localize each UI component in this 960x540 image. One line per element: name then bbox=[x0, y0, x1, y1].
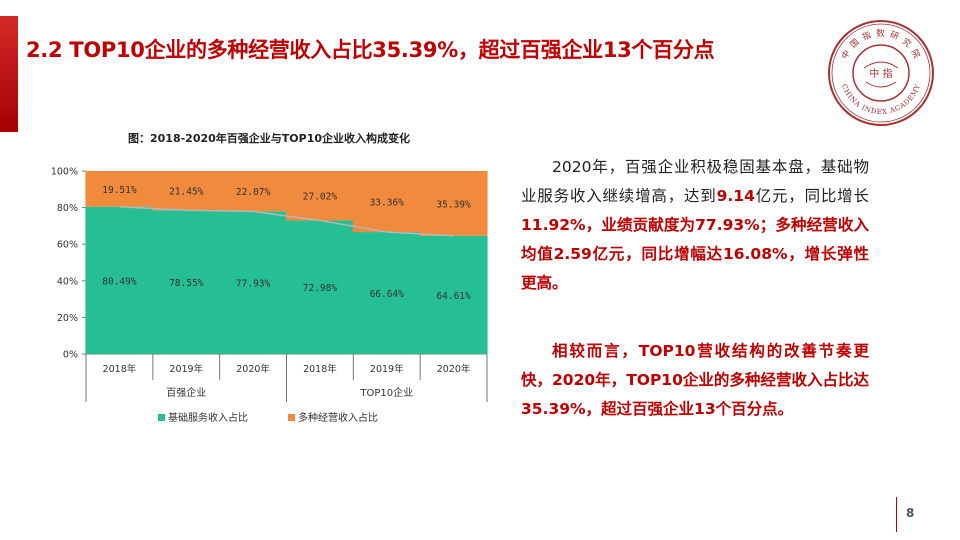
p1-text-a: 2020年，百强企业积极稳固基本盘，基础物业服务收入继续增高，达到 bbox=[521, 158, 869, 205]
data-label-base: 78.55% bbox=[169, 278, 204, 289]
bar-base-service bbox=[85, 206, 154, 354]
y-tick-label: 20% bbox=[57, 313, 78, 324]
logo-center-text: 中 指 bbox=[869, 67, 892, 80]
data-label-base: 80.49% bbox=[102, 276, 137, 287]
data-label-base: 77.93% bbox=[236, 279, 271, 290]
y-tick-label: 100% bbox=[51, 167, 78, 178]
data-label-base: 72.98% bbox=[303, 283, 338, 294]
legend-label: 多种经营收入占比 bbox=[298, 411, 378, 424]
bar-base-service bbox=[152, 210, 221, 354]
bar-base-service bbox=[419, 235, 488, 354]
paragraph-top10: 相较而言，TOP10营收结构的改善节奏更快，2020年，TOP10企业的多种经营… bbox=[521, 342, 869, 418]
bar-diversified bbox=[285, 171, 354, 221]
bar-base-service bbox=[352, 232, 421, 354]
x-tick-label: 2019年 bbox=[169, 363, 203, 375]
bar-diversified bbox=[85, 171, 154, 207]
x-tick-label: 2018年 bbox=[303, 363, 337, 375]
trend-line bbox=[119, 205, 454, 237]
data-label-diversified: 27.02% bbox=[303, 192, 338, 203]
p1-highlight-growth: 11.92%，业绩贡献度为77.93%；多种经营收入均值2.59亿元，同比增幅达… bbox=[521, 216, 869, 292]
page-number: 8 bbox=[906, 506, 915, 520]
logo-english-text: CHINA INDEX ACADEMY bbox=[840, 83, 922, 116]
bar-base-service bbox=[219, 211, 288, 354]
svg-text:CHINA INDEX ACADEMY: CHINA INDEX ACADEMY bbox=[840, 83, 922, 116]
y-tick-label: 40% bbox=[57, 276, 78, 287]
bar-diversified bbox=[152, 171, 221, 211]
y-tick-label: 0% bbox=[63, 350, 78, 361]
data-label-base: 66.64% bbox=[370, 289, 405, 300]
x-tick-label: 2019年 bbox=[370, 363, 404, 375]
title-accent-bar bbox=[0, 16, 18, 132]
legend-label: 基础服务收入占比 bbox=[168, 411, 248, 424]
data-label-diversified: 22.07% bbox=[236, 187, 271, 198]
legend-swatch bbox=[288, 414, 295, 421]
page-number-divider bbox=[896, 497, 897, 532]
y-tick-label: 80% bbox=[57, 203, 78, 214]
y-tick-label: 60% bbox=[57, 240, 78, 251]
group-label: TOP10企业 bbox=[359, 386, 413, 399]
data-label-diversified: 19.51% bbox=[102, 185, 137, 196]
stacked-bar-chart: 0% 20% 40% 60% 80% 100% 80.49% 19.51% 2018年 78.55… bbox=[51, 167, 488, 424]
chart-title: 图：2018-2020年百强企业与TOP10企业收入构成变化 bbox=[128, 132, 411, 145]
x-tick-label: 2020年 bbox=[236, 363, 270, 375]
bar-diversified bbox=[219, 171, 288, 212]
x-tick-label: 2018年 bbox=[103, 363, 137, 375]
bar-diversified bbox=[352, 171, 421, 233]
data-label-diversified: 21.45% bbox=[169, 187, 204, 198]
data-label-diversified: 33.36% bbox=[370, 198, 405, 209]
x-tick-label: 2020年 bbox=[437, 363, 471, 375]
page-title: 2.2 TOP10企业的多种经营收入占比35.39%，超过百强企业13个百分点 bbox=[26, 38, 715, 62]
paragraph-summary: 2020年，百强企业积极稳固基本盘，基础物业服务收入继续增高，达到9.14亿元，… bbox=[521, 153, 869, 298]
bar-base-service bbox=[285, 220, 354, 354]
p1-text-c: 亿元，同比增长 bbox=[754, 187, 869, 205]
legend-swatch bbox=[158, 414, 165, 421]
bar-diversified bbox=[419, 171, 488, 236]
china-index-academy-logo: 中 国 指 数 研 究 院 CHINA INDEX ACADEMY 中 指 bbox=[828, 20, 934, 126]
p1-highlight-revenue: 9.14 bbox=[716, 187, 755, 205]
data-label-diversified: 35.39% bbox=[436, 199, 471, 210]
data-label-base: 64.61% bbox=[436, 291, 471, 302]
group-label: 百强企业 bbox=[166, 386, 206, 399]
